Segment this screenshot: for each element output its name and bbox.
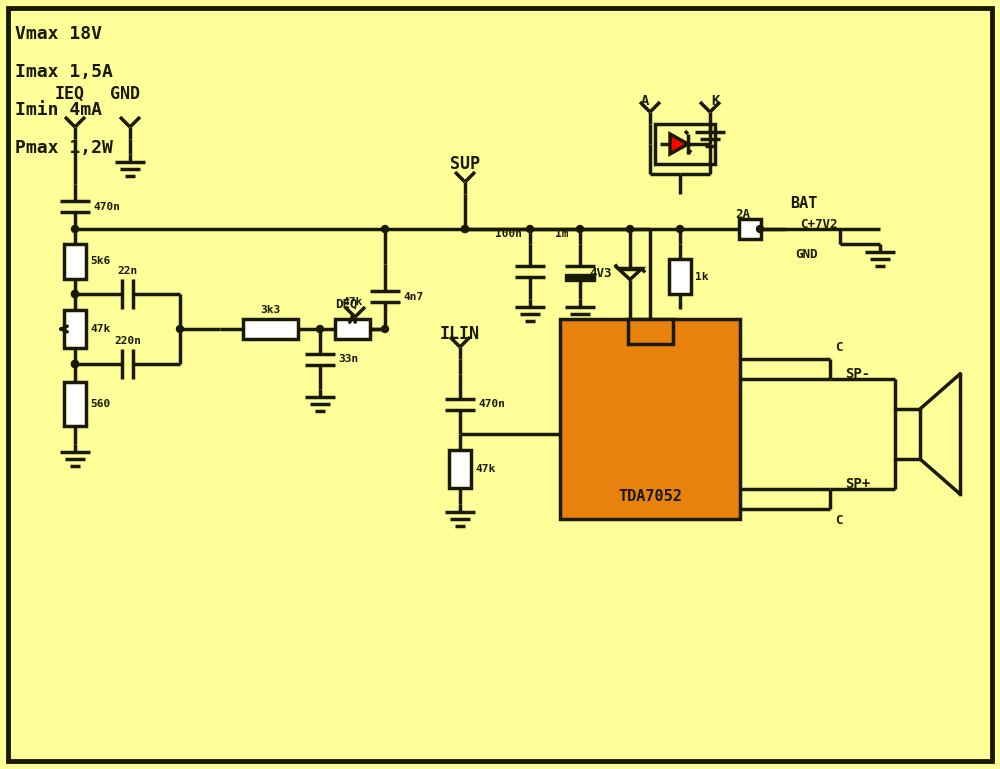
Text: K: K	[711, 94, 719, 108]
Text: 470n: 470n	[478, 399, 505, 409]
Bar	[628, 319, 672, 344]
Text: A: A	[641, 94, 649, 108]
Text: BAT: BAT	[790, 197, 817, 211]
Bar	[64, 382, 86, 426]
Text: 33n: 33n	[338, 354, 358, 364]
Text: C: C	[835, 514, 842, 527]
Text: Imin 4mA: Imin 4mA	[15, 101, 102, 119]
Circle shape	[462, 225, 468, 232]
Bar	[655, 124, 715, 164]
Text: 4V3: 4V3	[590, 267, 612, 280]
Text: 470n: 470n	[93, 201, 120, 211]
Circle shape	[382, 225, 388, 232]
Circle shape	[72, 361, 78, 368]
Text: 100n: 100n	[495, 229, 522, 239]
Text: TDA7052: TDA7052	[618, 489, 682, 504]
Text: IEQ: IEQ	[55, 85, 85, 103]
Text: Pmax 1,2W: Pmax 1,2W	[15, 139, 113, 157]
Text: ILIN: ILIN	[440, 325, 480, 343]
Bar	[64, 310, 86, 348]
Text: 47k: 47k	[90, 324, 110, 334]
Text: C: C	[835, 341, 842, 354]
Circle shape	[316, 325, 324, 332]
Circle shape	[72, 225, 78, 232]
Circle shape	[72, 291, 78, 298]
Bar	[565, 274, 595, 281]
Text: 3k3: 3k3	[260, 305, 280, 315]
Circle shape	[526, 225, 534, 232]
Text: GND: GND	[110, 85, 140, 103]
Text: C+7V2: C+7V2	[800, 218, 838, 231]
Text: 1m: 1m	[555, 229, 568, 239]
Text: 220n: 220n	[114, 336, 141, 346]
Bar	[335, 319, 370, 339]
Text: 47k: 47k	[342, 297, 363, 307]
Bar	[242, 319, 298, 339]
Circle shape	[72, 361, 78, 368]
Text: Imax 1,5A: Imax 1,5A	[15, 63, 113, 81]
Circle shape	[72, 291, 78, 298]
Circle shape	[462, 225, 468, 232]
Polygon shape	[670, 134, 688, 154]
Circle shape	[576, 225, 584, 232]
Text: 47k: 47k	[475, 464, 495, 474]
Bar	[895, 409, 920, 459]
Text: 1k: 1k	[695, 271, 708, 281]
Text: 5k6: 5k6	[90, 257, 110, 267]
Bar	[64, 244, 86, 279]
Text: SP+: SP+	[845, 477, 870, 491]
Bar	[669, 258, 691, 295]
Text: 4n7: 4n7	[403, 291, 423, 301]
Text: 2A: 2A	[735, 208, 750, 221]
Bar	[560, 319, 740, 519]
Circle shape	[757, 225, 764, 232]
Bar	[449, 450, 471, 488]
Text: SUP: SUP	[450, 155, 480, 173]
Text: 22n: 22n	[117, 266, 138, 276]
Text: Vmax 18V: Vmax 18V	[15, 25, 102, 43]
Text: 560: 560	[90, 399, 110, 409]
Circle shape	[176, 325, 184, 332]
Circle shape	[676, 225, 684, 232]
Circle shape	[626, 225, 634, 232]
Text: SP-: SP-	[845, 367, 870, 381]
Text: GND: GND	[795, 248, 818, 261]
Text: DEQ: DEQ	[335, 298, 358, 311]
Circle shape	[382, 325, 388, 332]
Bar	[739, 219, 761, 239]
